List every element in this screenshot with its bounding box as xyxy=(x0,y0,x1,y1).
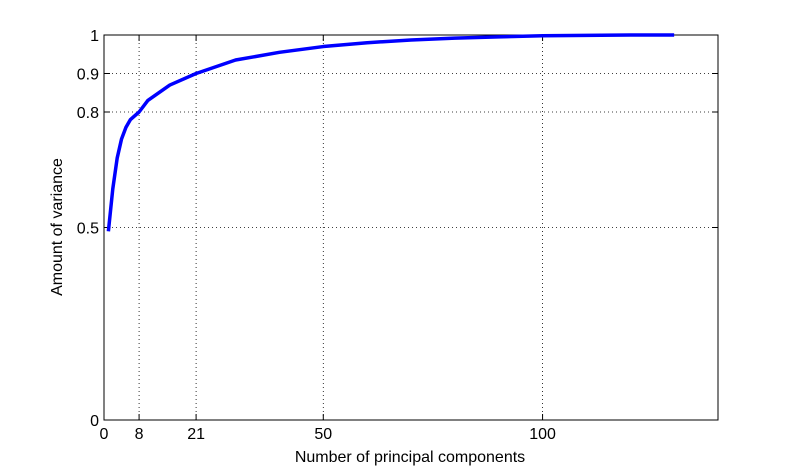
y-tick-label: 0.9 xyxy=(77,67,99,84)
x-axis-label: Number of principal components xyxy=(295,449,525,466)
x-tick-label: 0 xyxy=(100,426,109,443)
y-tick-label: 0.5 xyxy=(77,221,99,238)
y-tick-label: 0.8 xyxy=(77,105,99,122)
y-axis-label: Amount of variance xyxy=(49,158,66,296)
plot-frame xyxy=(103,34,719,421)
plot-area xyxy=(104,35,718,420)
data-line xyxy=(106,33,675,232)
x-tick-label: 100 xyxy=(529,426,556,443)
x-tick-label: 50 xyxy=(314,426,332,443)
x-tick-label: 8 xyxy=(135,426,144,443)
y-tick-label: 0 xyxy=(90,413,99,430)
x-tick-label: 21 xyxy=(187,426,205,443)
y-tick-label: 1 xyxy=(90,28,99,45)
